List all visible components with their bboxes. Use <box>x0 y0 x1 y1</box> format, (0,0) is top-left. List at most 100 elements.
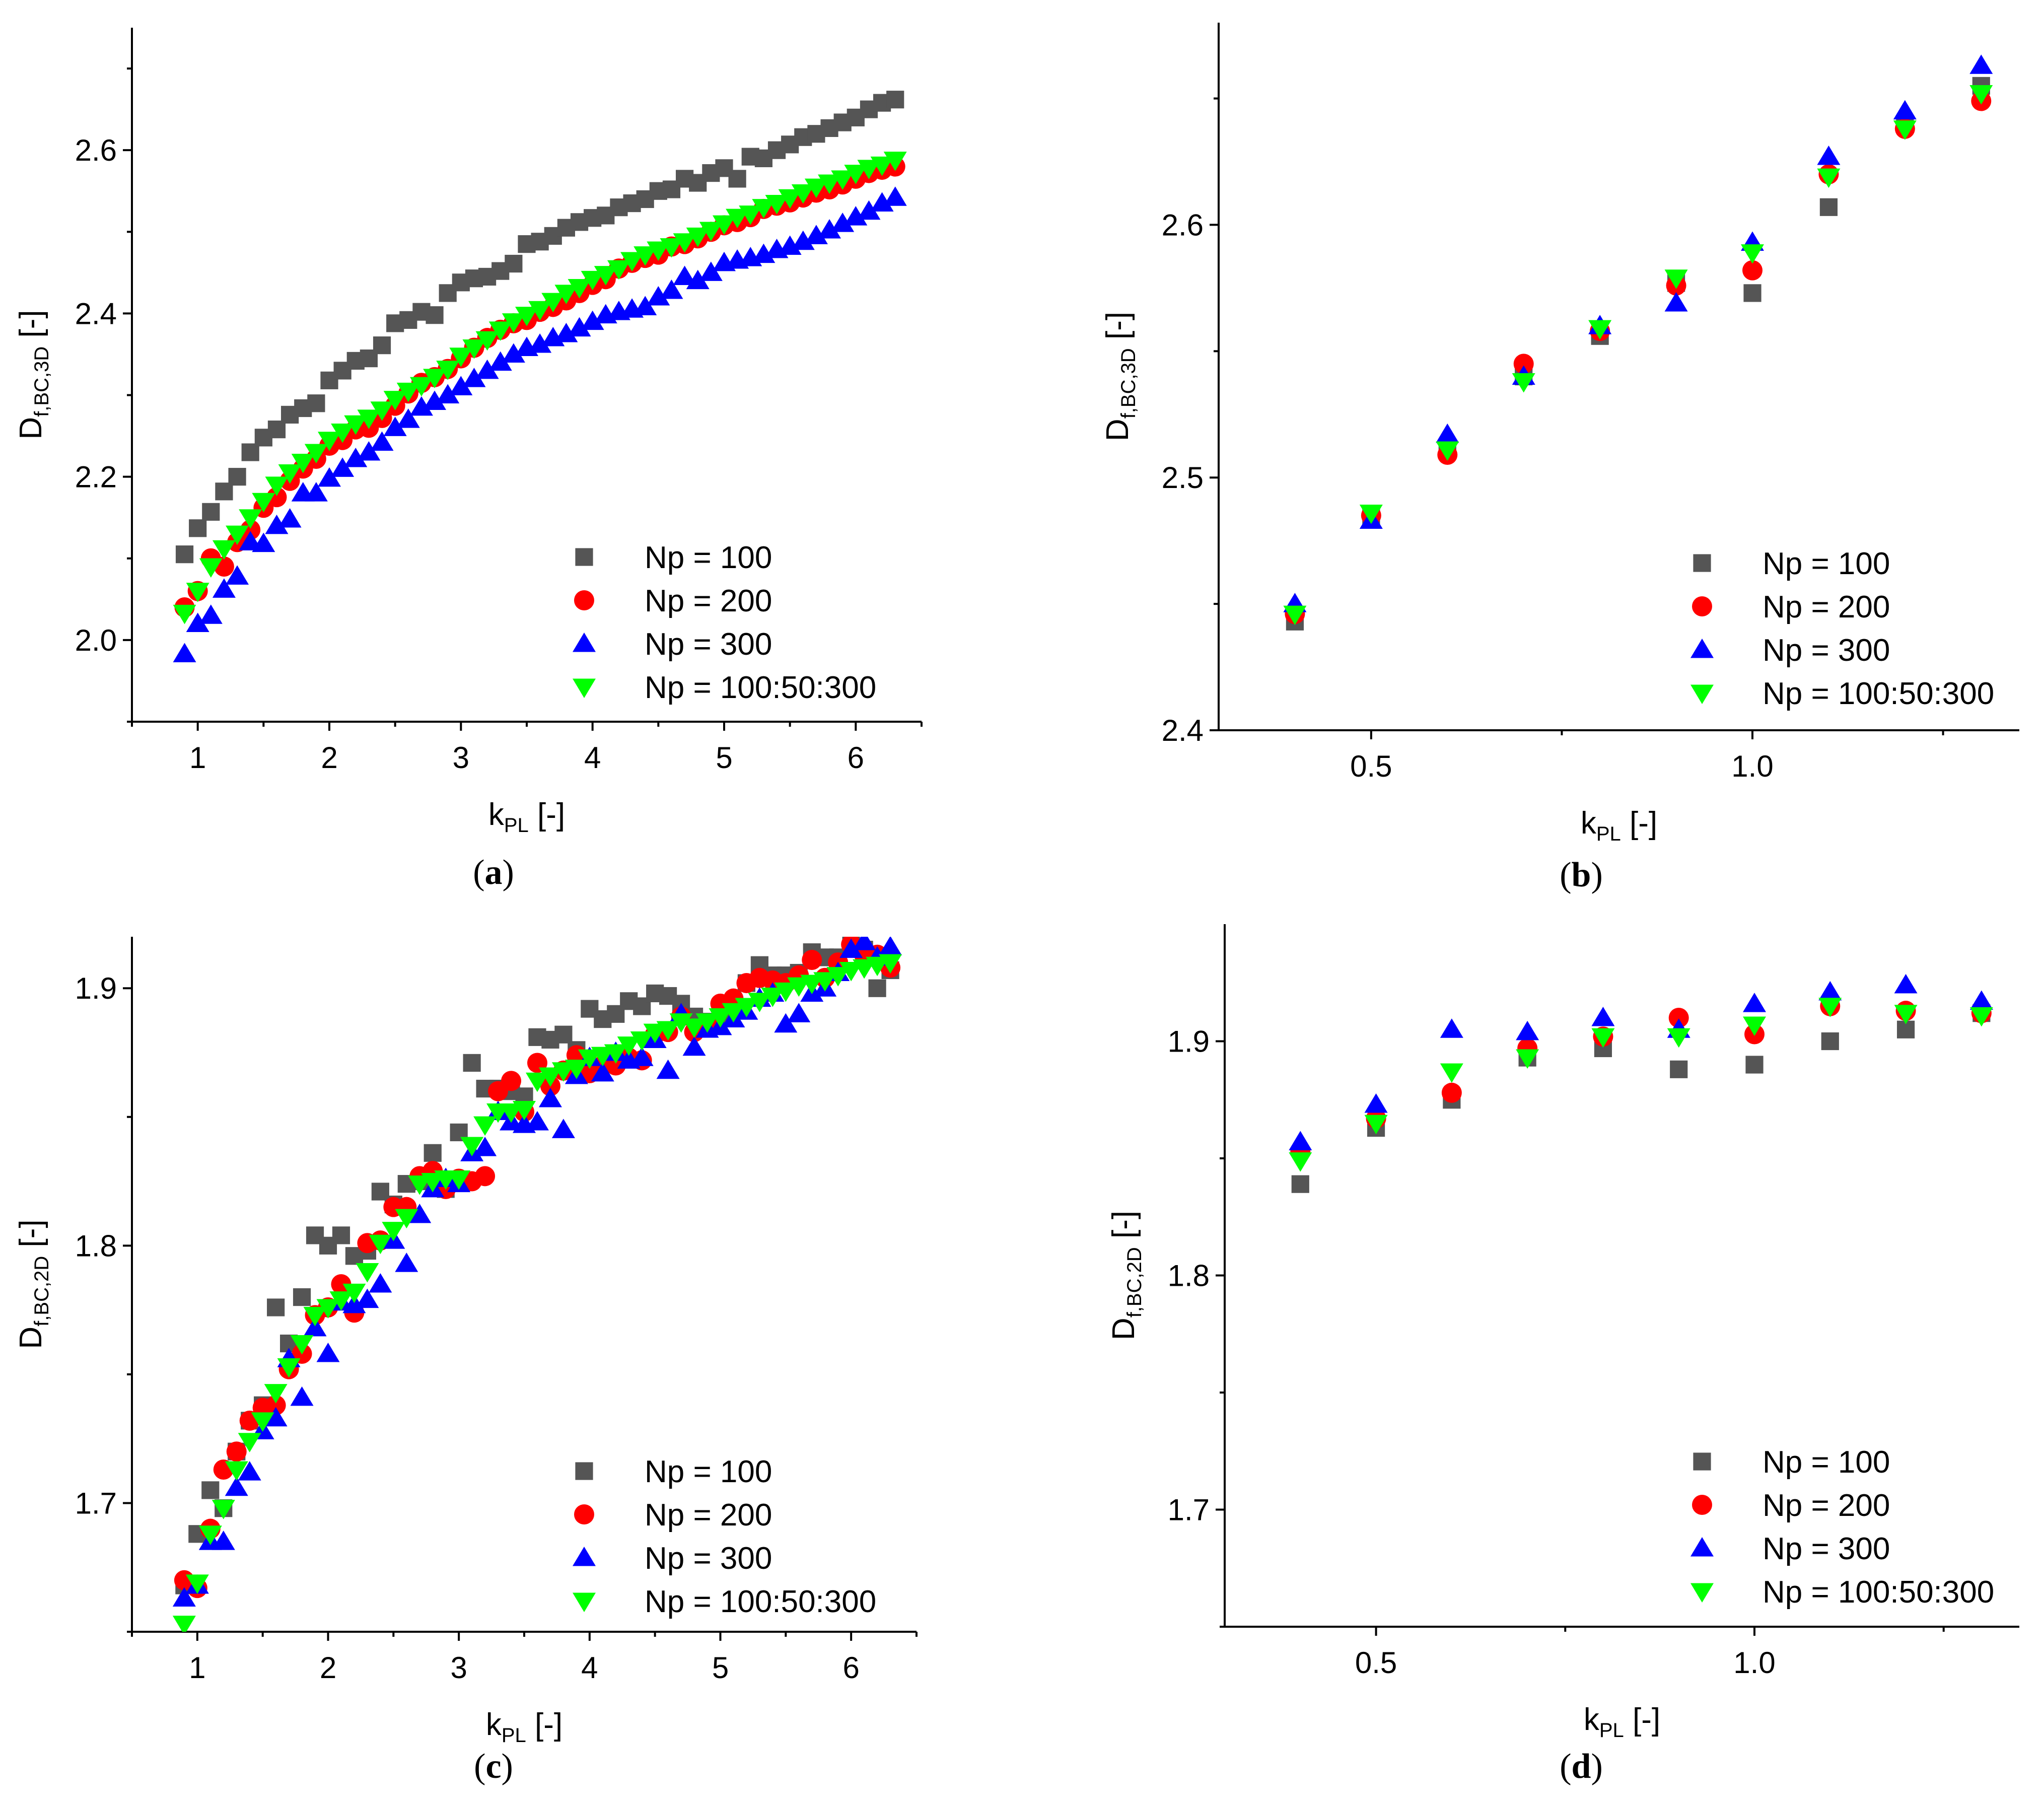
x-tick-label: 3 <box>453 741 469 775</box>
data-point <box>186 583 209 602</box>
data-point <box>839 961 863 982</box>
data-point <box>879 937 902 955</box>
y-tick-label: 1.9 <box>75 971 117 1005</box>
data-point <box>212 540 236 560</box>
data-point <box>1591 1007 1615 1026</box>
legend-label: Np = 100:50:300 <box>1763 1575 1994 1610</box>
y-axis-title: Df,BC,3D [-] <box>14 310 53 439</box>
data-point <box>630 1031 654 1051</box>
data-point <box>369 1273 392 1293</box>
data-point <box>804 225 828 244</box>
x-tick-label: 3 <box>450 1651 467 1685</box>
data-point <box>1512 373 1535 393</box>
data-point <box>1819 198 1838 216</box>
data-point <box>423 369 447 388</box>
data-point <box>502 343 525 363</box>
data-point <box>278 464 302 484</box>
data-point <box>225 1461 248 1481</box>
data-points <box>172 937 902 1632</box>
data-point <box>423 390 447 410</box>
x-axis-title: kPL [-] <box>1584 1702 1660 1742</box>
data-point <box>752 243 776 263</box>
x-axis-title: kPL [-] <box>486 1707 562 1747</box>
data-point <box>538 1067 562 1087</box>
data-point <box>408 1204 432 1223</box>
data-point <box>1969 1007 1993 1027</box>
data-point <box>500 1103 523 1123</box>
data-point <box>1821 1032 1839 1051</box>
legend-marker <box>1692 1495 1712 1515</box>
x-tick-label: 1.0 <box>1731 749 1773 783</box>
legend-marker <box>1692 596 1712 616</box>
data-point <box>421 1173 445 1193</box>
data-point <box>329 1291 353 1311</box>
data-point <box>370 431 394 451</box>
data-point <box>813 972 837 992</box>
data-point <box>304 444 328 464</box>
y-axis-title: Df,BC,2D [-] <box>14 1219 53 1349</box>
data-point <box>581 270 604 291</box>
data-point <box>551 1062 575 1082</box>
data-point <box>752 199 776 219</box>
data-point <box>226 565 249 585</box>
data-point <box>383 391 407 410</box>
data-points <box>1283 54 1993 631</box>
panel-label: (a) <box>473 853 514 892</box>
data-point <box>426 306 444 324</box>
data-point <box>565 1060 588 1079</box>
data-point <box>342 1283 366 1303</box>
data-point <box>568 317 591 337</box>
legend-marker <box>1690 684 1714 704</box>
data-point <box>1893 100 1917 120</box>
data-point <box>722 1003 745 1023</box>
legend-marker <box>1690 1583 1714 1603</box>
data-point <box>252 493 275 513</box>
data-point <box>383 416 407 436</box>
data-point <box>198 1525 222 1545</box>
data-point <box>617 1036 641 1056</box>
data-point <box>660 238 683 258</box>
data-point <box>1668 1008 1689 1028</box>
y-tick-label: 2.5 <box>1162 461 1204 495</box>
data-point <box>551 1119 575 1138</box>
data-point <box>673 233 696 253</box>
data-point <box>266 487 287 508</box>
data-point <box>647 241 670 261</box>
data-point <box>682 1018 706 1038</box>
data-point <box>778 189 802 209</box>
legend-marker <box>574 1504 594 1524</box>
legend-marker <box>573 1547 596 1566</box>
data-point <box>396 382 420 402</box>
data-point <box>791 230 815 250</box>
data-point <box>870 156 894 176</box>
data-point <box>212 1500 235 1519</box>
data-point <box>342 1293 366 1313</box>
data-point <box>791 184 815 204</box>
data-point <box>735 998 758 1017</box>
data-point <box>225 1476 248 1496</box>
data-point <box>1289 1152 1312 1172</box>
data-point <box>1818 998 1842 1017</box>
data-point <box>713 215 736 235</box>
data-point <box>395 1209 418 1229</box>
data-point <box>501 1071 522 1091</box>
data-point <box>267 1298 285 1316</box>
data-point <box>172 1587 196 1607</box>
data-point <box>839 938 863 958</box>
data-point <box>686 227 710 247</box>
data-point <box>699 222 723 242</box>
data-point <box>660 280 683 299</box>
data-point <box>370 401 394 421</box>
data-point <box>396 408 420 428</box>
legend-label: Np = 100:50:300 <box>645 670 876 705</box>
x-tick-label: 6 <box>842 1651 859 1685</box>
data-point <box>1364 1093 1388 1113</box>
data-point <box>800 975 824 994</box>
data-point <box>473 1137 497 1156</box>
data-point <box>568 279 591 299</box>
data-point <box>1440 1063 1463 1083</box>
legend-label: Np = 300 <box>645 1541 772 1576</box>
x-tick-label: 0.5 <box>1350 749 1392 783</box>
data-point <box>277 1358 301 1378</box>
data-point <box>1664 292 1688 312</box>
